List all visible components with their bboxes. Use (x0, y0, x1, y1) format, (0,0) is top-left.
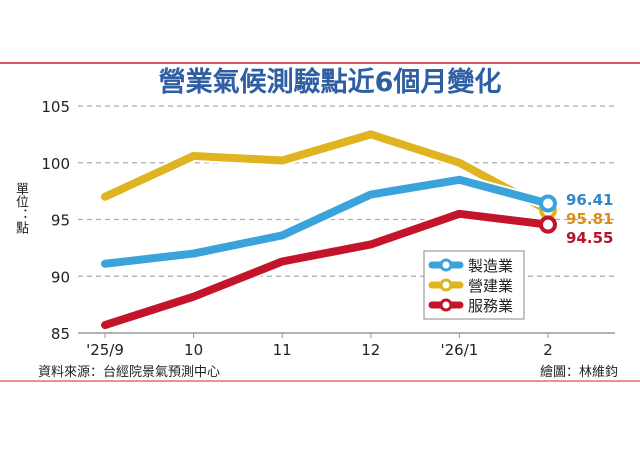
y-tick-label: 105 (41, 98, 70, 116)
source-note: 資料來源：台經院景氣預測中心 (38, 365, 220, 380)
legend-marker (439, 298, 453, 312)
end-value-label: 94.55 (566, 229, 613, 247)
x-tick-label: 11 (273, 341, 292, 359)
y-tick-label: 100 (41, 155, 70, 173)
x-tick-label: 12 (361, 341, 380, 359)
x-tick-label: 2 (543, 341, 553, 359)
legend-label: 服務業 (468, 297, 513, 315)
x-tick-label: '25/9 (86, 341, 124, 359)
series-line-營建業 (101, 130, 552, 215)
end-value-label: 96.41 (566, 191, 613, 209)
chart-title: 營業氣候測驗點近6個月變化 (159, 66, 502, 98)
x-tick-label: 10 (184, 341, 203, 359)
y-tick-label: 85 (51, 325, 70, 343)
end-point-marker (539, 215, 557, 234)
end-point-marker (539, 194, 557, 213)
legend-marker (439, 278, 453, 292)
end-value-label: 95.81 (566, 210, 613, 228)
y-tick-label: 90 (51, 268, 70, 286)
series-line-製造業 (101, 175, 552, 268)
legend-marker (439, 258, 453, 272)
legend-label: 營建業 (468, 277, 513, 295)
legend-label: 製造業 (468, 257, 513, 275)
credit-note: 繪圖：林維鈞 (540, 364, 618, 380)
y-tick-label: 95 (51, 212, 70, 230)
series-line-服務業 (101, 209, 552, 330)
x-tick-label: '26/1 (440, 341, 478, 359)
y-axis-label: 單位：點 (13, 182, 28, 234)
